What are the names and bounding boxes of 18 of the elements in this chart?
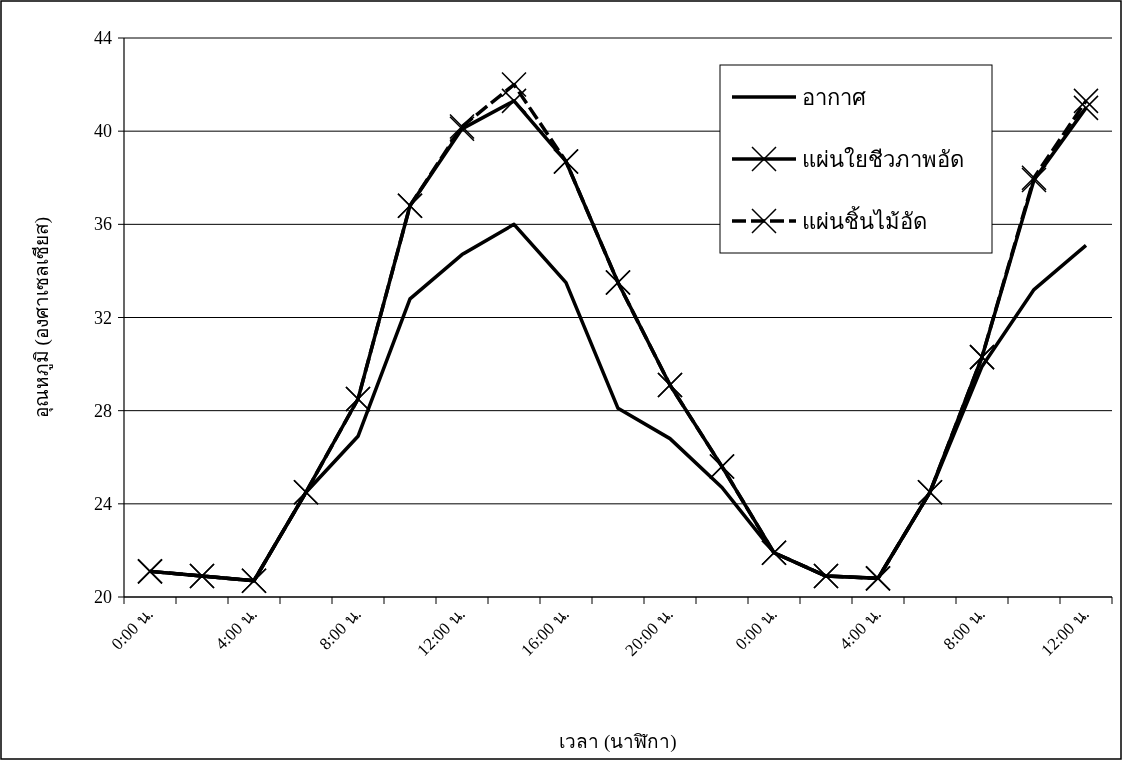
y-tick-label: 28 [94,400,112,421]
legend-label: อากาศ [802,85,866,110]
y-tick-label: 40 [94,121,112,142]
x-tick-label: 0:00 น. [731,604,781,654]
y-tick-label: 44 [94,28,112,48]
legend-label: แผ่นใยชีวภาพอัด [802,147,964,172]
y-axis-title: อุณหภูมิ (องศาเซลเซียส) [31,216,54,419]
x-tick-label: 4:00 น. [835,604,885,654]
y-tick-label: 20 [94,587,112,607]
x-tick-label: 4:00 น. [211,604,261,654]
y-tick-label: 36 [94,214,112,235]
legend-label: แผ่นชิ้นไม้อัด [802,206,927,234]
x-tick-label: 8:00 น. [939,604,989,654]
y-tick-label: 24 [94,493,112,514]
x-axis-title: เวลา (นาฬิกา) [559,731,677,753]
x-tick-label: 8:00 น. [315,604,365,654]
y-tick-label: 32 [94,307,112,328]
x-tick-label: 0:00 น. [107,604,157,654]
